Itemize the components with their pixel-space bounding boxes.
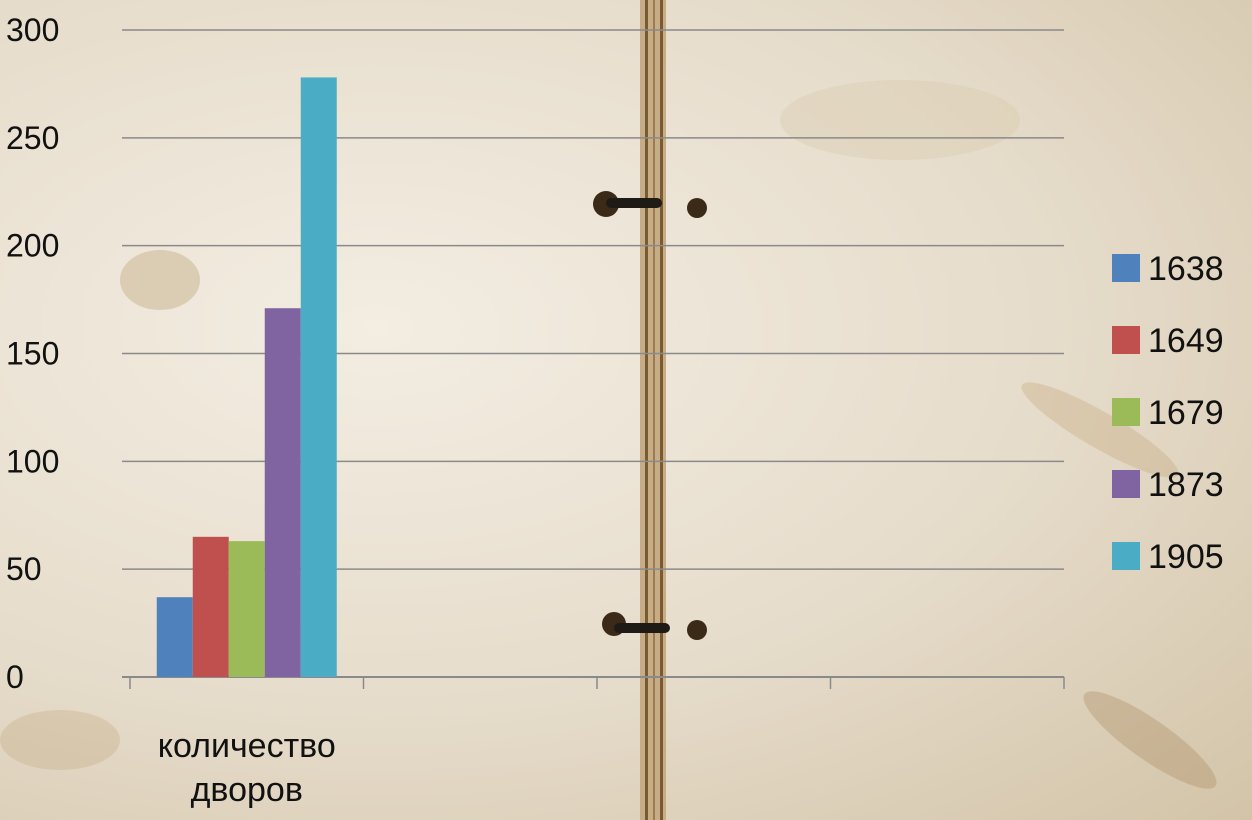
legend: 1638 1649 1679 1873 1905 bbox=[1112, 250, 1224, 576]
notebook-spine bbox=[640, 0, 666, 820]
legend-swatch-1873 bbox=[1112, 470, 1140, 498]
x-category-label-0: количество дворов bbox=[158, 727, 336, 809]
y-tick-label-100: 100 bbox=[6, 443, 59, 479]
y-tick-label-0: 0 bbox=[6, 659, 24, 695]
legend-label-1679: 1679 bbox=[1148, 394, 1224, 432]
legend-label-1905: 1905 bbox=[1148, 538, 1224, 576]
paper-stains bbox=[0, 80, 1217, 789]
legend-label-1873: 1873 bbox=[1148, 466, 1224, 504]
legend-swatch-1905 bbox=[1112, 542, 1140, 570]
bar-1679-0 bbox=[228, 541, 265, 677]
x-category-label-line: количество bbox=[158, 727, 336, 765]
legend-label-1638: 1638 bbox=[1148, 250, 1224, 288]
legend-swatch-1679 bbox=[1112, 398, 1140, 426]
legend-swatch-1638 bbox=[1112, 254, 1140, 282]
legend-swatch-1649 bbox=[1112, 326, 1140, 354]
y-tick-label-300: 300 bbox=[6, 12, 59, 48]
bar-1905-0 bbox=[300, 77, 337, 678]
y-tick-label-150: 150 bbox=[6, 336, 59, 372]
y-tick-label-200: 200 bbox=[6, 228, 59, 264]
bars bbox=[156, 77, 337, 678]
x-axis: количество дворов bbox=[122, 676, 1065, 809]
x-category-label-line: дворов bbox=[191, 771, 303, 809]
bar-1638-0 bbox=[156, 597, 193, 677]
bar-1649-0 bbox=[192, 536, 229, 677]
binding-ring-bottom bbox=[602, 612, 707, 640]
y-axis: 0 50 100 150 200 250 300 bbox=[6, 12, 59, 695]
gridlines bbox=[122, 29, 1064, 570]
y-tick-label-250: 250 bbox=[6, 120, 59, 156]
bar-1873-0 bbox=[264, 308, 301, 677]
y-tick-label-50: 50 bbox=[6, 551, 42, 587]
legend-label-1649: 1649 bbox=[1148, 322, 1224, 360]
binding-ring-top bbox=[593, 191, 707, 218]
